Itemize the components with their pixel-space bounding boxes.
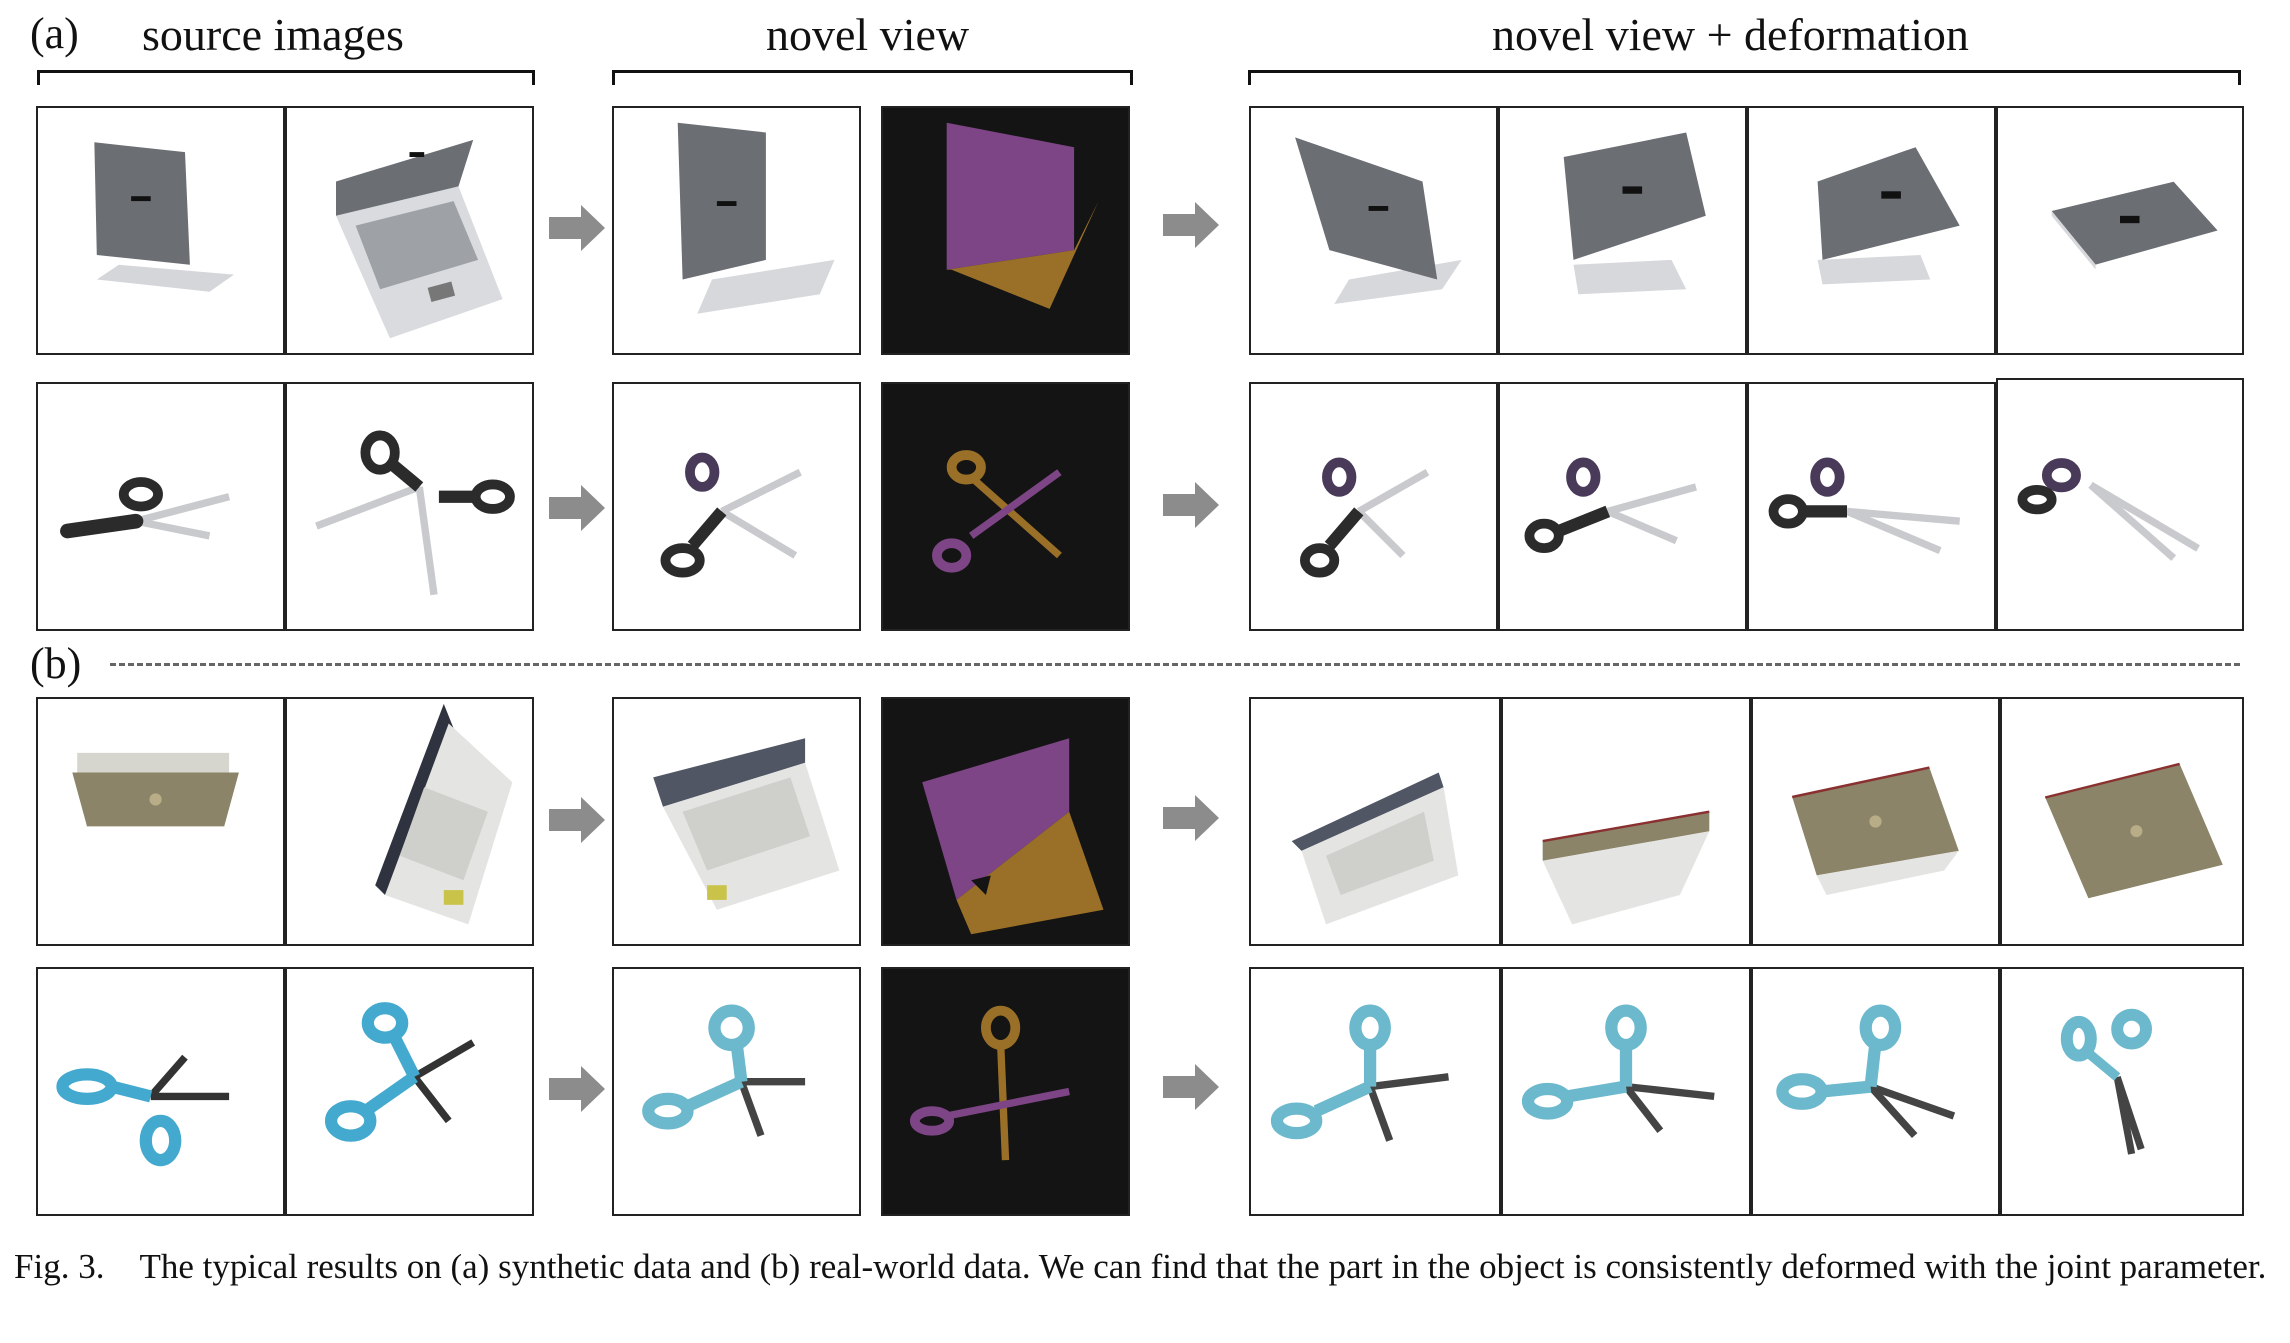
deformation-laptop-real-3 [1751,697,2000,946]
laptop-render [2044,762,2223,899]
segmentation-mask [932,450,1062,573]
scissors-render [1776,1004,1956,1139]
laptop-render [336,139,503,339]
right-arrow-icon [549,205,605,251]
novel-view-scissors-real-rgb [612,967,861,1216]
right-arrow-icon [549,797,605,843]
scissors-render [1270,1004,1449,1142]
scissors-render [315,430,515,596]
laptop-render [653,738,840,910]
header-novel-view: novel view [766,9,970,60]
laptop-render [677,122,835,314]
right-arrow-icon [1163,482,1219,528]
source-image-scissors-real-1 [36,967,285,1216]
laptop-render [1563,132,1706,295]
laptop-render [94,142,234,292]
deformation-laptop-real-4 [2000,697,2244,946]
source-image-scissors-2 [285,382,534,631]
novel-view-laptop-real-rgb [612,697,861,946]
figure-caption: Fig. 3. The typical results on (a) synth… [14,1247,2267,1286]
source-image-scissors-1 [36,382,285,631]
source-image-laptop-2 [285,106,534,355]
bracket-source [37,70,535,85]
novel-view-laptop-real-segmentation [881,697,1130,946]
deformation-scissors-real-3 [1751,967,2000,1216]
scissors-render [1300,457,1430,578]
laptop-render [2051,181,2218,270]
scissors-render [1524,457,1697,554]
right-arrow-icon [549,1066,605,1112]
deformation-laptop-real-1 [1249,697,1501,946]
scissors-render [660,452,802,578]
scissors-render [1768,457,1961,554]
scissors-render [60,477,231,540]
header-novel-view-deformation: novel view + deformation [1492,9,1969,60]
header-source-images: source images [142,9,404,60]
deformation-laptop-3 [1747,106,1996,355]
deformation-scissors-4 [1996,378,2244,631]
source-image-laptop-real-1 [36,697,285,946]
novel-view-laptop-rgb [612,106,861,355]
right-arrow-icon [1163,202,1219,248]
deformation-scissors-real-1 [1249,967,1501,1216]
deformation-scissors-1 [1249,382,1498,631]
deformation-laptop-4 [1996,106,2244,355]
section-b-label: (b) [30,639,82,688]
scissors-render [2017,458,2200,561]
segmentation-mask [946,122,1099,309]
novel-view-laptop-segmentation [881,106,1130,355]
laptop-render [1295,137,1462,304]
laptop-render [72,752,239,827]
laptop-render [375,703,513,925]
segmentation-mask [909,1005,1070,1161]
laptop-render [1542,810,1710,925]
segmentation-mask [922,738,1104,935]
scissors-render [2060,1008,2152,1155]
scissors-render [1521,1004,1715,1133]
scissors-render [324,1002,476,1142]
deformation-scissors-real-4 [2000,967,2244,1216]
right-arrow-icon [1163,1064,1219,1110]
bracket-novel [612,70,1133,85]
scissors-render [56,1054,230,1167]
novel-view-scissors-segmentation [881,382,1130,631]
deformation-scissors-real-2 [1501,967,1751,1216]
laptop-render [1291,772,1459,925]
deformation-scissors-3 [1747,382,1996,631]
section-a-label: (a) [30,9,79,58]
source-image-scissors-real-2 [285,967,534,1216]
novel-view-scissors-real-segmentation [881,967,1130,1216]
deformation-scissors-2 [1498,382,1747,631]
novel-view-scissors-rgb [612,382,861,631]
deformation-laptop-1 [1249,106,1498,355]
deformation-laptop-real-2 [1501,697,1751,946]
deformation-laptop-2 [1498,106,1747,355]
source-image-laptop-1 [36,106,285,355]
right-arrow-icon [549,485,605,531]
bracket-deform [1248,70,2241,85]
section-divider [110,663,2240,666]
scissors-render [642,1004,806,1137]
source-image-laptop-real-2 [285,697,534,946]
right-arrow-icon [1163,795,1219,841]
laptop-render [1791,766,1959,895]
laptop-render [1817,147,1960,285]
